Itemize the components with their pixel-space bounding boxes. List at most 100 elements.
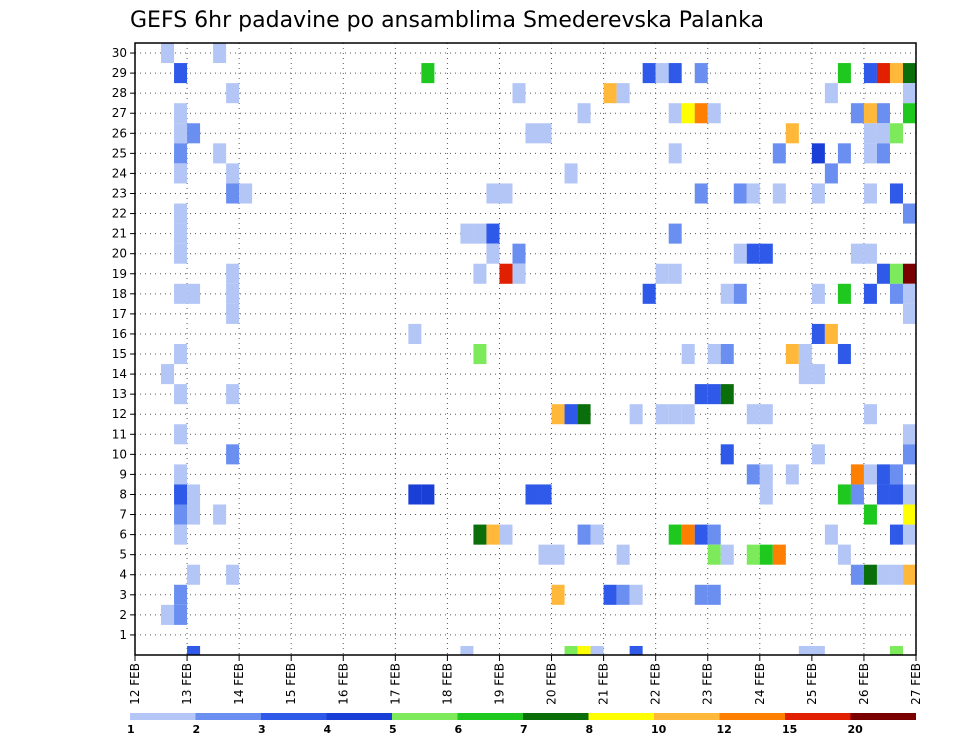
heatmap-cell [174, 103, 188, 124]
heatmap-cell [642, 283, 656, 304]
heatmap-cell [668, 263, 682, 284]
colorbar-label: 2 [193, 723, 201, 736]
heatmap-cell [174, 143, 188, 164]
heatmap-cell [837, 544, 851, 565]
heatmap-cell [876, 63, 890, 84]
heatmap-cell [668, 404, 682, 425]
y-tick-label: 12 [112, 407, 127, 421]
x-tick-label: 23 FEB [701, 663, 715, 705]
heatmap-cell [889, 63, 903, 84]
heatmap-cell [811, 364, 825, 385]
y-tick-label: 8 [119, 487, 127, 501]
heatmap-cell [720, 444, 734, 465]
heatmap-cell [187, 504, 201, 525]
x-tick-label: 24 FEB [753, 663, 767, 705]
y-tick-label: 15 [112, 347, 127, 361]
heatmap-cell [551, 584, 565, 605]
colorbar-segment [588, 713, 654, 720]
heatmap-cell [837, 484, 851, 505]
heatmap-cell [564, 404, 578, 425]
heatmap-cell [837, 143, 851, 164]
heatmap-cell [811, 143, 825, 164]
heatmap-cell [408, 484, 422, 505]
heatmap-cell [616, 544, 630, 565]
colorbar-label: 1 [127, 723, 135, 736]
heatmap-cell [629, 584, 643, 605]
heatmap-cell [759, 484, 773, 505]
colorbar-label: 12 [717, 723, 732, 736]
heatmap-cell [512, 83, 526, 104]
x-tick-label: 16 FEB [336, 663, 350, 705]
heatmap-cell [226, 183, 240, 204]
heatmap-cell [174, 243, 188, 264]
x-tick-label: 20 FEB [545, 663, 559, 705]
heatmap-cell [902, 103, 916, 124]
heatmap-cell [486, 243, 500, 264]
colorbar-segment [850, 713, 916, 720]
heatmap-cell [460, 223, 474, 244]
heatmap-cell [707, 343, 721, 365]
heatmap-cell [876, 484, 890, 505]
heatmap-cell [707, 103, 721, 124]
heatmap-cell [707, 584, 721, 605]
heatmap-cell [655, 263, 669, 284]
x-tick-label: 21 FEB [597, 663, 611, 705]
heatmap-cell [876, 123, 890, 144]
heatmap-cell [863, 564, 877, 585]
heatmap-cell [902, 303, 916, 324]
heatmap-cell [889, 183, 903, 204]
heatmap-cell [577, 524, 591, 545]
heatmap-cell [226, 384, 240, 405]
y-tick-label: 7 [119, 508, 127, 522]
heatmap-cell [785, 123, 799, 144]
heatmap-cell [876, 103, 890, 124]
heatmap-cell [187, 123, 201, 144]
heatmap-cell [564, 645, 578, 655]
heatmap-cell [226, 564, 240, 585]
heatmap-cell [824, 323, 838, 344]
colorbar-label: 7 [520, 723, 528, 736]
heatmap-cell [577, 103, 591, 124]
heatmap-cell [538, 123, 552, 144]
heatmap-cell [876, 564, 890, 585]
colorbar: 1 2 3 4 5 6 7 8 10 12 15 20 [127, 713, 916, 736]
heatmap-cell [746, 404, 760, 425]
heatmap-cell [499, 524, 513, 545]
heatmap-cell [759, 404, 773, 425]
x-tick-label: 26 FEB [857, 663, 871, 705]
heatmap-cell [538, 484, 552, 505]
heatmap-cell [408, 323, 422, 344]
heatmap-cell [785, 464, 799, 485]
heatmap-cell [174, 464, 188, 485]
heatmap-cell [798, 343, 812, 365]
heatmap-cell [902, 63, 916, 84]
heatmap-cell [889, 263, 903, 284]
heatmap-cell [668, 524, 682, 545]
y-tick-label: 2 [119, 608, 127, 622]
heatmap-cell [811, 283, 825, 304]
heatmap-cell [226, 303, 240, 324]
heatmap-cell [421, 484, 435, 505]
x-tick-label: 14 FEB [232, 663, 246, 705]
heatmap-cell [902, 424, 916, 445]
heatmap-cell [798, 645, 812, 655]
heatmap-cell [720, 544, 734, 565]
heatmap-cell [707, 544, 721, 565]
heatmap-cell [733, 283, 747, 304]
heatmap-cell [616, 584, 630, 605]
y-tick-label: 1 [119, 628, 127, 642]
heatmap-cell [772, 143, 786, 164]
heatmap-cell [889, 123, 903, 144]
heatmap-cell [525, 484, 539, 505]
heatmap-cell [512, 263, 526, 284]
heatmap-cell [694, 183, 708, 204]
heatmap-cell [486, 183, 500, 204]
heatmap-cell [486, 223, 500, 244]
colorbar-label: 4 [324, 723, 332, 736]
heatmap-cell [473, 223, 487, 244]
heatmap-cell [811, 323, 825, 344]
heatmap-cell [694, 584, 708, 605]
heatmap-cell [889, 564, 903, 585]
heatmap-cell [577, 404, 591, 425]
heatmap-cell [174, 484, 188, 505]
